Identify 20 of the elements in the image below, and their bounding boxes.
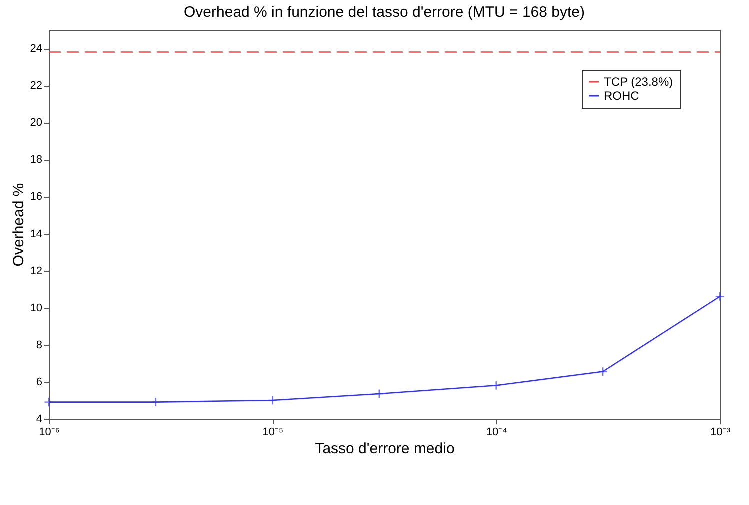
x-tick-label: 10⁻³ (710, 426, 731, 438)
y-tick-label: 6 (36, 376, 42, 388)
x-axis-title: Tasso d'errore medio (315, 440, 455, 458)
legend-label: TCP (23.8%) (604, 75, 674, 89)
chart-title: Overhead % in funzione del tasso d'errore (MTU = 168 byte) (184, 4, 585, 21)
y-tick-label: 18 (30, 154, 42, 166)
y-tick-label: 22 (30, 80, 42, 92)
x-tick-label: 10⁻⁴ (486, 426, 508, 438)
y-tick-label: 10 (30, 302, 42, 314)
y-tick-label: 24 (30, 43, 42, 56)
y-tick-label: 16 (30, 191, 42, 204)
y-axis-title: Overhead % (10, 183, 28, 267)
y-tick-label: 12 (30, 265, 42, 278)
x-tick-label: 10⁻⁶ (39, 426, 60, 438)
y-tick-label: 8 (36, 339, 42, 352)
y-tick-label: 14 (30, 228, 42, 240)
y-tick-label: 20 (30, 117, 42, 130)
legend-label: ROHC (604, 89, 640, 103)
y-tick-label: 4 (36, 414, 42, 426)
x-tick-label: 10⁻⁵ (262, 426, 284, 438)
